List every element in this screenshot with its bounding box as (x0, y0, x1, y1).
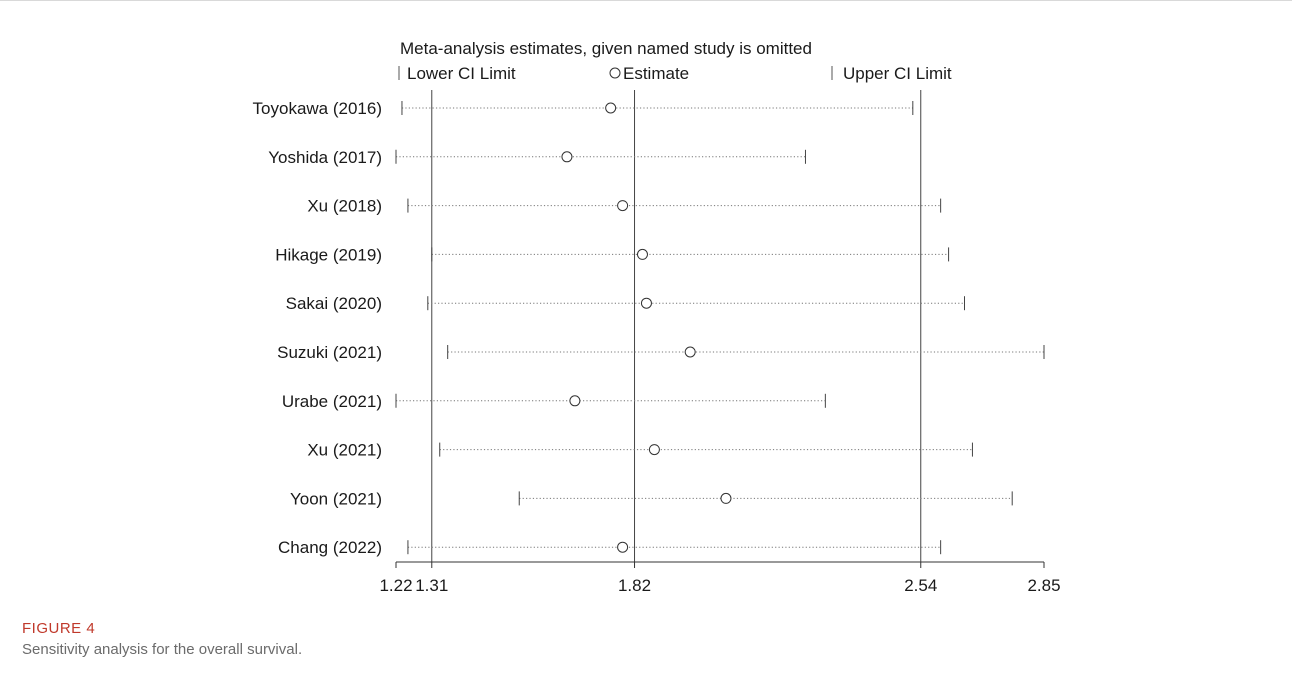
study-label: Xu (2021) (307, 441, 382, 460)
x-tick-label: 1.31 (415, 576, 448, 595)
estimate-point (569, 395, 581, 407)
study-label: Yoshida (2017) (268, 148, 382, 167)
study-rows: Toyokawa (2016) Yoshida (2017) Xu (2018) Hi… (253, 99, 1045, 557)
study-row: Suzuki (2021) (277, 343, 1045, 362)
estimate-point (617, 541, 629, 553)
estimate-point (640, 297, 652, 309)
study-label: Sakai (2020) (286, 294, 382, 313)
study-row: Yoon (2021) (290, 489, 1013, 508)
estimate-point (561, 151, 573, 163)
legend-lower-label: Lower CI Limit (407, 64, 516, 83)
study-label: Toyokawa (2016) (253, 99, 382, 118)
x-tick-label: 1.22 (379, 576, 412, 595)
legend: Lower CI Limit Estimate Upper CI Limit (398, 64, 952, 83)
figure-caption-text: Sensitivity analysis for the overall sur… (22, 641, 303, 658)
study-row: Urabe (2021) (282, 392, 826, 411)
study-row: Hikage (2019) (275, 245, 950, 264)
legend-upper-label: Upper CI Limit (843, 64, 952, 83)
estimate-point (636, 248, 648, 260)
study-label: Chang (2022) (278, 538, 382, 557)
study-label: Xu (2018) (307, 197, 382, 216)
study-label: Yoon (2021) (290, 489, 382, 508)
study-row: Chang (2022) (278, 538, 942, 557)
x-tick-label: 2.85 (1027, 576, 1060, 595)
estimate-point (648, 444, 660, 456)
chart-title: Meta-analysis estimates, given named stu… (400, 39, 812, 58)
x-axis: 1.22 1.31 1.82 2.54 2.85 (379, 561, 1061, 595)
legend-estimate-marker (609, 67, 621, 79)
study-label: Urabe (2021) (282, 392, 382, 411)
figure-label: FIGURE 4 (22, 620, 96, 637)
reference-lines (431, 90, 922, 562)
legend-estimate-label: Estimate (623, 64, 689, 83)
study-row: Toyokawa (2016) (253, 99, 914, 118)
x-tick-label: 2.54 (904, 576, 937, 595)
x-tick-label: 1.82 (618, 576, 651, 595)
study-row: Yoshida (2017) (268, 148, 806, 167)
study-row: Xu (2021) (307, 441, 973, 460)
estimate-point (684, 346, 696, 358)
figure-caption: FIGURE 4 Sensitivity analysis for the ov… (22, 620, 302, 658)
study-label: Hikage (2019) (275, 245, 382, 264)
estimate-point (720, 492, 732, 504)
sensitivity-plot: Meta-analysis estimates, given named stu… (253, 39, 1061, 595)
study-row: Sakai (2020) (286, 294, 965, 313)
study-label: Suzuki (2021) (277, 343, 382, 362)
estimate-point (605, 102, 617, 114)
study-row: Xu (2018) (307, 197, 942, 216)
estimate-point (617, 200, 629, 212)
